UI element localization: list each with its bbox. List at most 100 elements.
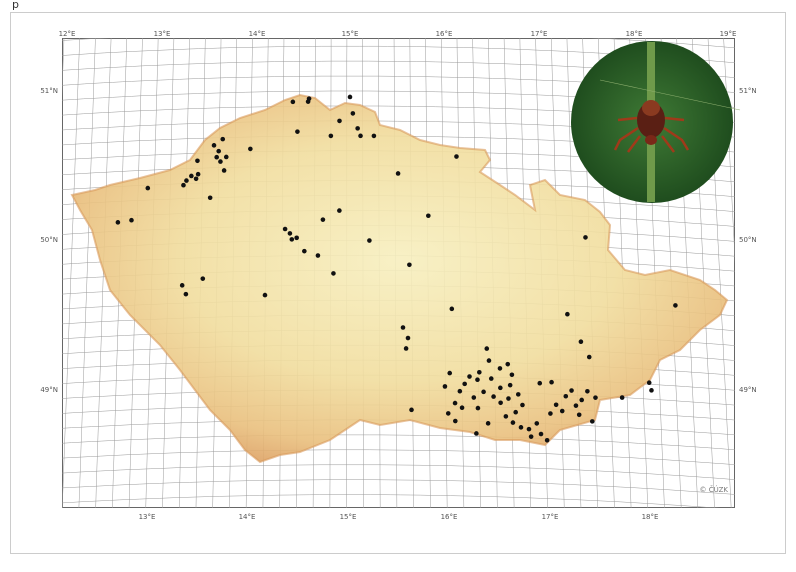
occurrence-point [544, 437, 550, 443]
occurrence-point [183, 291, 189, 297]
occurrence-point [350, 111, 356, 116]
occurrence-point [509, 372, 515, 378]
occurrence-point [526, 426, 532, 432]
lon-label: 17°E [542, 513, 559, 521]
occurrence-point [491, 394, 496, 399]
lon-label: 16°E [436, 30, 453, 38]
lat-label: 51°N [40, 87, 58, 95]
lon-label: 13°E [139, 513, 156, 521]
occurrence-point [184, 178, 189, 183]
occurrence-point [214, 154, 219, 160]
occurrence-point [498, 385, 503, 391]
occurrence-point [358, 133, 363, 139]
meridian [786, 38, 796, 572]
occurrence-point [211, 143, 217, 148]
occurrence-point [115, 220, 121, 225]
occurrence-points [115, 94, 678, 443]
occurrence-point [337, 118, 342, 124]
occurrence-point [505, 361, 511, 367]
occurrence-point [498, 400, 503, 406]
occurrence-point [328, 133, 334, 139]
occurrence-point [290, 99, 296, 105]
lon-label: 14°E [249, 30, 266, 38]
occurrence-point [646, 380, 652, 386]
occurrence-point [503, 414, 509, 419]
occurrence-point [520, 402, 525, 408]
meridian [78, 38, 96, 508]
occurrence-point [452, 400, 458, 406]
occurrence-point [447, 370, 453, 376]
lon-label: 12°E [59, 30, 76, 38]
lat-label: 51°N [739, 87, 757, 95]
occurrence-point [195, 158, 200, 164]
page-label: p [12, 0, 19, 11]
occurrence-point [426, 213, 431, 219]
occurrence-point [200, 276, 206, 281]
occurrence-point [409, 407, 414, 413]
occurrence-point [223, 154, 229, 160]
occurrence-point [347, 94, 353, 100]
occurrence-point [569, 388, 574, 393]
occurrence-point [320, 217, 326, 222]
occurrence-point [289, 237, 295, 242]
parallel [62, 449, 735, 465]
occurrence-point [295, 129, 300, 134]
occurrence-point [181, 182, 186, 188]
parallel [62, 494, 721, 508]
occurrence-point [145, 185, 151, 191]
occurrence-point [485, 421, 491, 426]
occurrence-point [481, 389, 486, 395]
occurrence-point [287, 231, 293, 236]
occurrence-point [282, 226, 288, 232]
occurrence-point [262, 292, 268, 298]
lon-label: 15°E [340, 513, 357, 521]
occurrence-point [537, 380, 543, 386]
occurrence-point [216, 148, 222, 154]
lon-label: 16°E [441, 513, 458, 521]
occurrence-point [619, 395, 625, 400]
occurrence-point [453, 418, 458, 424]
lon-label: 18°E [642, 513, 659, 521]
occurrence-point [337, 208, 342, 213]
occurrence-point [306, 96, 312, 101]
occurrence-point [515, 392, 521, 397]
occurrence-point [331, 271, 336, 276]
occurrence-point [488, 376, 494, 381]
occurrence-point [475, 405, 481, 411]
occurrence-point [442, 384, 448, 389]
occurrence-point [548, 411, 553, 416]
occurrence-point [371, 133, 377, 139]
occurrence-point [528, 434, 534, 439]
occurrence-point [513, 409, 518, 415]
occurrence-point [579, 397, 585, 403]
occurrence-point [565, 311, 570, 317]
lat-label: 50°N [739, 236, 757, 244]
occurrence-point [486, 358, 492, 363]
occurrence-point [593, 395, 598, 400]
occurrence-point [559, 408, 565, 414]
occurrence-point [467, 374, 472, 379]
lat-label: 49°N [739, 386, 757, 394]
occurrence-point [294, 235, 299, 241]
occurrence-point [355, 126, 360, 131]
copyright: © ČÚZK [700, 485, 729, 494]
occurrence-point [507, 382, 513, 388]
parallel [31, 0, 772, 7]
lon-label: 13°E [154, 30, 171, 38]
occurrence-point [549, 379, 554, 385]
occurrence-point [220, 136, 226, 142]
occurrence-point [462, 381, 467, 387]
occurrence-point [471, 395, 477, 400]
occurrence-point [195, 171, 201, 177]
occurrence-point [649, 388, 654, 393]
lon-label: 19°E [720, 30, 737, 38]
occurrence-point [218, 159, 223, 164]
meridian [95, 38, 112, 508]
lat-label: 49°N [40, 386, 58, 394]
occurrence-point [586, 354, 592, 360]
occurrence-point [207, 195, 213, 201]
parallel [62, 434, 735, 451]
lon-label: 17°E [531, 30, 548, 38]
occurrence-point [497, 366, 503, 371]
